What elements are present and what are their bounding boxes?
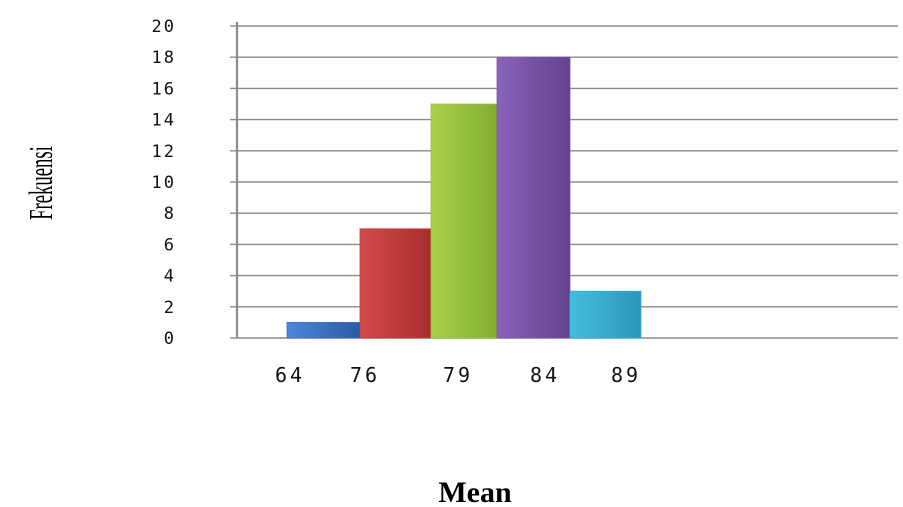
y-tick-label: 4 bbox=[164, 267, 176, 287]
y-tick-label: 14 bbox=[152, 111, 176, 131]
x-tick-label: 79 bbox=[443, 363, 473, 387]
x-tick-label: 76 bbox=[350, 363, 380, 387]
bar-79 bbox=[430, 103, 498, 339]
y-axis-label: Frekuensi bbox=[22, 146, 59, 220]
y-tick-label: 6 bbox=[164, 235, 176, 255]
bar-84 bbox=[496, 56, 571, 339]
y-tick-label: 0 bbox=[164, 329, 176, 349]
y-tick-label: 12 bbox=[152, 142, 176, 162]
x-tick-labels: 64 76 79 84 89 bbox=[275, 363, 641, 387]
bar-64 bbox=[286, 321, 361, 339]
y-tick-label: 16 bbox=[152, 79, 176, 99]
bar-76 bbox=[359, 228, 432, 339]
bars bbox=[286, 56, 642, 339]
y-tick-label: 10 bbox=[152, 173, 176, 193]
bar-89 bbox=[569, 290, 642, 339]
x-tick-label: 64 bbox=[275, 363, 305, 387]
y-tick-labels: 0 2 4 6 8 10 12 14 16 18 20 bbox=[152, 17, 176, 349]
y-tick-label: 20 bbox=[152, 17, 176, 37]
x-axis-label: Mean bbox=[438, 476, 512, 507]
y-tick-label: 8 bbox=[164, 204, 176, 224]
x-tick-label: 84 bbox=[530, 363, 560, 387]
y-tick-label: 2 bbox=[164, 298, 176, 318]
y-tick-label: 18 bbox=[152, 48, 176, 68]
x-tick-label: 89 bbox=[611, 363, 641, 387]
